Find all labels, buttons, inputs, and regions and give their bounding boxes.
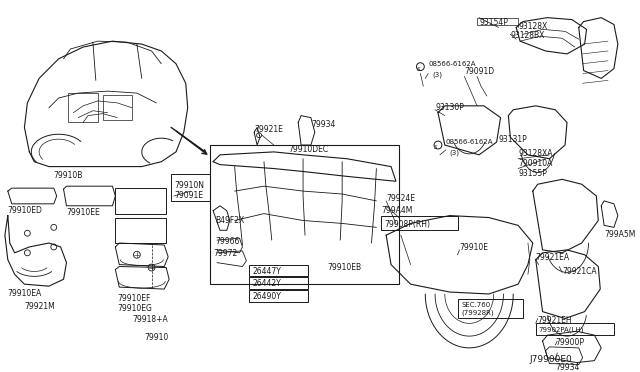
Text: 79918+A: 79918+A [132, 315, 168, 324]
Text: S: S [435, 145, 438, 150]
Text: 79902PA(LH): 79902PA(LH) [539, 326, 584, 333]
Text: 799A4M: 799A4M [381, 206, 413, 215]
Bar [210, 145, 399, 284]
Text: 799A5M: 799A5M [604, 230, 636, 239]
Text: 08566-6162A: 08566-6162A [428, 61, 476, 67]
Text: 79908P(RH): 79908P(RH) [384, 219, 430, 228]
Text: 79091E: 79091E [174, 191, 203, 200]
Bar [250, 264, 308, 276]
Text: 79910EB: 79910EB [328, 263, 362, 272]
Text: 26490Y: 26490Y [252, 292, 281, 301]
Text: 79910EF: 79910EF [117, 294, 150, 303]
Text: 79934: 79934 [311, 119, 335, 129]
Text: 79966: 79966 [215, 237, 239, 246]
Text: J79900E0: J79900E0 [530, 355, 573, 364]
Text: 79921EH: 79921EH [538, 315, 572, 324]
Text: (79928R): (79928R) [461, 310, 494, 316]
Text: 93131P: 93131P [499, 135, 527, 144]
Bar [536, 323, 614, 335]
Text: 79910DEC: 79910DEC [289, 145, 328, 154]
Text: 79910EE: 79910EE [67, 208, 100, 217]
Text: 79900P: 79900P [556, 338, 584, 347]
Bar [115, 218, 166, 243]
Text: S: S [417, 67, 420, 71]
Text: B49F2X: B49F2X [215, 216, 244, 225]
Text: 79934: 79934 [556, 363, 580, 372]
Text: 79921EA: 79921EA [536, 253, 570, 262]
Text: 79910ED: 79910ED [8, 206, 43, 215]
Text: 79910EG: 79910EG [117, 304, 152, 313]
Text: 79921CA: 79921CA [562, 267, 596, 276]
Bar [250, 290, 308, 302]
Bar [68, 93, 98, 122]
Text: 79910EA: 79910EA [8, 289, 42, 298]
Text: 93128XA: 93128XA [518, 149, 552, 158]
Text: 26447Y: 26447Y [252, 267, 281, 276]
Bar [102, 95, 132, 119]
Text: 93128X: 93128X [518, 22, 547, 31]
Text: SEC.760: SEC.760 [461, 302, 491, 308]
Text: (3): (3) [450, 150, 460, 157]
Text: (3): (3) [432, 71, 442, 78]
Text: 79972: 79972 [213, 249, 237, 258]
Text: 79091D: 79091D [465, 67, 495, 76]
Text: 79910B: 79910B [54, 171, 83, 180]
Bar [381, 216, 458, 230]
Bar [477, 17, 518, 25]
Text: 93130P: 93130P [435, 103, 464, 112]
Text: 93155P: 93155P [518, 169, 547, 177]
Text: 79910N: 79910N [174, 181, 204, 190]
Text: 79910E: 79910E [460, 243, 488, 252]
Bar [458, 299, 523, 318]
Text: 790910A: 790910A [518, 159, 552, 168]
Text: 79921E: 79921E [254, 125, 283, 134]
Text: 08566-6162A: 08566-6162A [446, 139, 493, 145]
Text: 79921M: 79921M [24, 302, 55, 311]
Text: 93154P: 93154P [479, 17, 508, 27]
Text: 79924E: 79924E [386, 194, 415, 203]
Text: 79910: 79910 [145, 333, 169, 342]
Bar [115, 188, 166, 214]
Text: 26442Y: 26442Y [252, 279, 281, 288]
Bar [171, 174, 210, 201]
Text: 93128BX: 93128BX [510, 31, 545, 40]
Bar [250, 277, 308, 289]
